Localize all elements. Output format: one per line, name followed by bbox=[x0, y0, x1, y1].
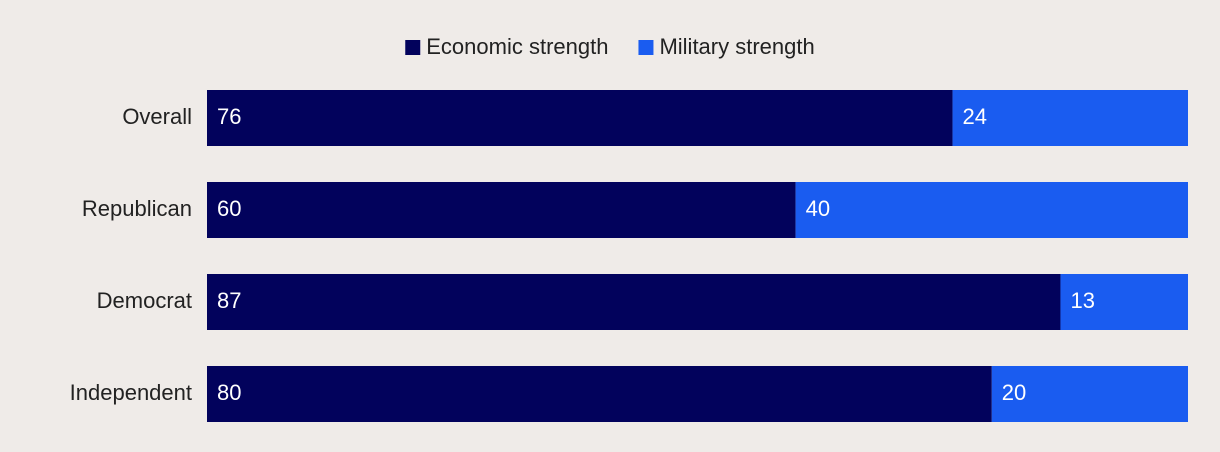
value-label: 13 bbox=[1070, 288, 1094, 313]
bar-segment bbox=[207, 274, 1061, 330]
bar-segment bbox=[952, 90, 1188, 146]
y-tick-label: Overall bbox=[122, 104, 192, 129]
legend-label: Economic strength bbox=[426, 34, 608, 59]
bar-segment bbox=[795, 182, 1188, 238]
bar-segment bbox=[207, 90, 953, 146]
value-label: 40 bbox=[806, 196, 830, 221]
y-tick-label: Democrat bbox=[97, 288, 192, 313]
value-label: 60 bbox=[217, 196, 241, 221]
bar-segment bbox=[207, 182, 796, 238]
bar-segment bbox=[991, 366, 1188, 422]
value-label: 87 bbox=[217, 288, 241, 313]
legend-swatch bbox=[405, 40, 421, 55]
y-tick-label: Republican bbox=[82, 196, 192, 221]
legend-swatch bbox=[638, 40, 654, 55]
value-label: 20 bbox=[1002, 380, 1026, 405]
legend-label: Military strength bbox=[659, 34, 814, 59]
y-tick-label: Independent bbox=[70, 380, 192, 405]
value-label: 76 bbox=[217, 104, 241, 129]
value-label: 24 bbox=[963, 104, 987, 129]
value-label: 80 bbox=[217, 380, 241, 405]
bar-segment bbox=[1060, 274, 1188, 330]
bar-segment bbox=[207, 366, 992, 422]
